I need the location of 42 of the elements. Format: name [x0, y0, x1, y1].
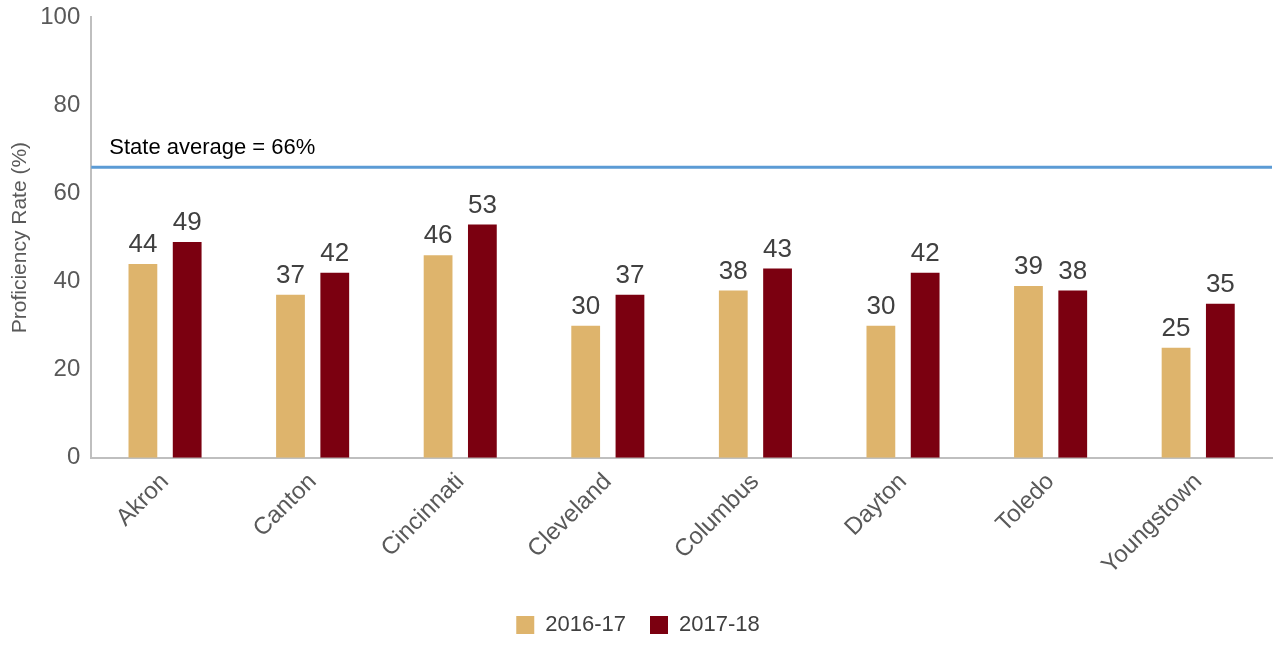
bar — [1058, 290, 1088, 458]
y-tick-label: 40 — [53, 266, 81, 294]
data-label: 53 — [467, 188, 497, 219]
bar — [467, 224, 497, 458]
data-label: 30 — [866, 289, 896, 320]
bar — [866, 325, 896, 458]
data-label: 43 — [763, 232, 793, 263]
data-label: 42 — [910, 237, 940, 267]
y-tick-label: 20 — [53, 354, 81, 382]
bar — [571, 325, 601, 458]
y-tick-label: 100 — [40, 2, 81, 30]
data-label: 46 — [423, 219, 453, 250]
legend-label: 2017-18 — [679, 611, 760, 637]
y-tick-label: 80 — [53, 90, 81, 118]
bar — [1161, 347, 1191, 458]
data-label: 39 — [1014, 250, 1043, 281]
data-label: 30 — [571, 289, 601, 320]
y-axis-title: Proficiency Rate (%) — [7, 141, 31, 334]
bar — [1205, 303, 1235, 458]
ref-line-label: State average = 66% — [109, 134, 316, 160]
data-label: 38 — [1058, 254, 1088, 285]
data-label: 49 — [172, 206, 202, 237]
data-label: 37 — [276, 259, 305, 290]
data-label: 44 — [128, 228, 158, 259]
bar — [910, 272, 940, 458]
data-label: 37 — [615, 259, 645, 290]
bar — [128, 264, 158, 458]
bar — [763, 268, 792, 458]
data-label: 25 — [1161, 311, 1191, 342]
bar — [276, 294, 305, 458]
bar — [1014, 286, 1043, 458]
y-tick-label: 60 — [53, 178, 81, 206]
bar — [718, 290, 748, 458]
y-tick-label: 0 — [66, 442, 81, 470]
data-label: 42 — [320, 237, 350, 267]
bar — [320, 272, 350, 458]
legend-label: 2016-17 — [545, 611, 627, 637]
bar — [615, 294, 645, 458]
bar — [423, 255, 453, 458]
bar — [172, 242, 202, 458]
data-label: 38 — [718, 254, 748, 285]
data-label: 35 — [1205, 267, 1235, 298]
